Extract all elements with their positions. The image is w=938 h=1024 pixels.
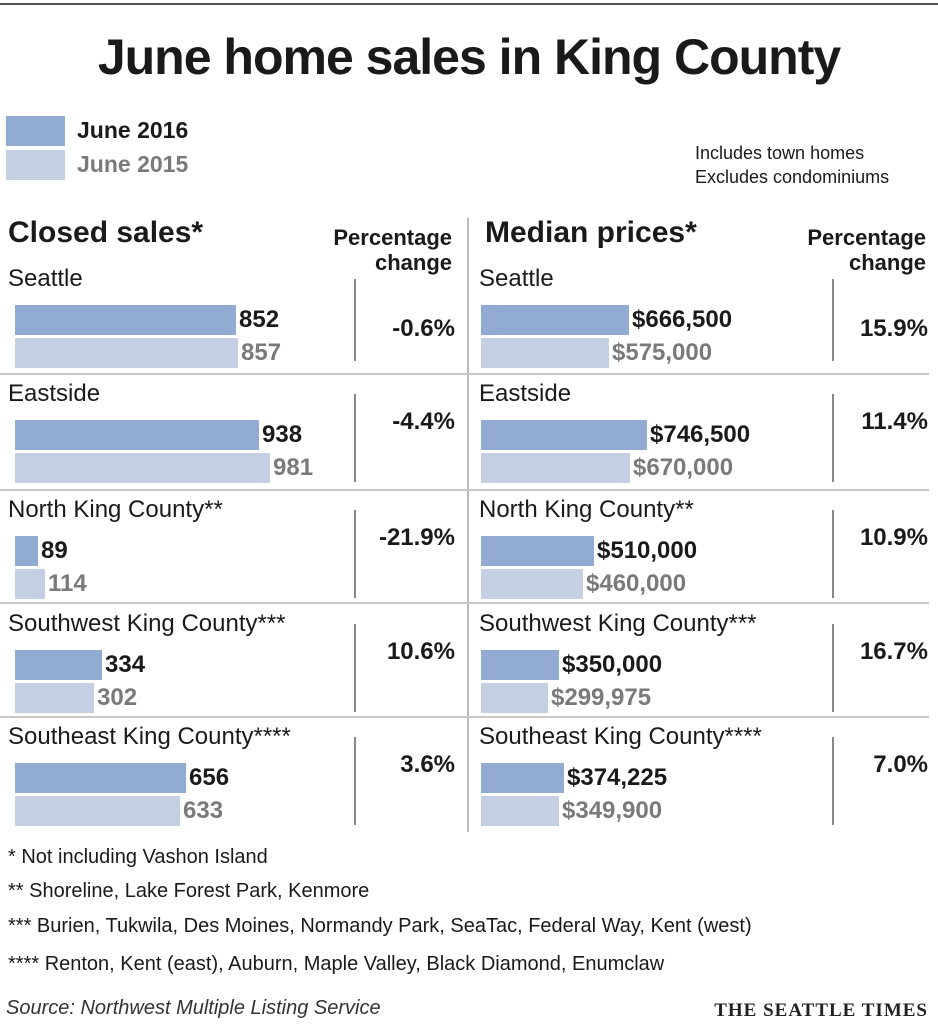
median-price-pct-divider xyxy=(832,394,834,482)
pct-header-left: Percentage change xyxy=(333,225,452,275)
note-excludes: Excludes condominiums xyxy=(695,167,890,187)
closed-sales-pct-divider xyxy=(354,737,356,825)
pct-header-line1: Percentage xyxy=(333,225,452,250)
median-price-pct-divider xyxy=(832,737,834,825)
median-price-value-2016: $350,000 xyxy=(562,651,663,678)
closed-sales-value-2015: 114 xyxy=(48,570,87,597)
row-separator xyxy=(0,489,929,491)
median-price-value-2015: $349,900 xyxy=(562,797,663,824)
median-price-pct-divider xyxy=(832,510,834,598)
closed-sales-pct-divider xyxy=(354,394,356,482)
median-price-row-label: Southwest King County*** xyxy=(479,610,757,637)
chart-title: June home sales in King County xyxy=(97,29,841,85)
closed-sales-bar-2015 xyxy=(15,338,238,368)
row-separator xyxy=(0,373,929,375)
pct-header-right: Percentage change xyxy=(807,225,926,275)
median-price-bar-2015 xyxy=(481,338,609,368)
note-includes: Includes town homes xyxy=(695,143,865,163)
median-price-bar-2015 xyxy=(481,453,630,483)
median-price-value-2015: $670,000 xyxy=(633,454,734,481)
median-price-bar-2016 xyxy=(481,763,564,793)
median-price-row-label: Eastside xyxy=(479,380,572,407)
legend-label-2015: June 2015 xyxy=(77,151,189,177)
closed-sales-bar-2016 xyxy=(15,536,38,566)
closed-sales-value-2016: 89 xyxy=(41,537,68,564)
closed-sales-row-label: Eastside xyxy=(8,380,101,407)
closed-sales-bar-2015 xyxy=(15,453,270,483)
median-price-bar-2016 xyxy=(481,420,647,450)
closed-sales-pct-divider xyxy=(354,510,356,598)
closed-sales-bar-2016 xyxy=(15,420,259,450)
median-price-value-2016: $374,225 xyxy=(567,764,668,791)
median-price-value-2016: $666,500 xyxy=(632,306,733,333)
publisher-logo: THE SEATTLE TIMES xyxy=(714,1000,928,1021)
closed-sales-bar-2015 xyxy=(15,569,45,599)
closed-sales-pct-change: 10.6% xyxy=(386,638,455,665)
median-price-pct-change: 15.9% xyxy=(859,315,928,342)
median-price-value-2016: $510,000 xyxy=(597,537,698,564)
median-price-bar-2016 xyxy=(481,650,559,680)
median-price-pct-divider xyxy=(832,279,834,361)
pct-header-line1: Percentage xyxy=(807,225,926,250)
pct-header-line2: change xyxy=(848,250,926,275)
median-price-value-2015: $575,000 xyxy=(612,339,713,366)
median-price-value-2015: $460,000 xyxy=(586,570,687,597)
median-price-row-label: Seattle xyxy=(479,265,554,292)
footnote-2: ** Shoreline, Lake Forest Park, Kenmore xyxy=(8,880,370,902)
closed-sales-bar-2016 xyxy=(15,763,186,793)
panel-title-closed-sales: Closed sales* xyxy=(8,216,204,249)
source-credit: Source: Northwest Multiple Listing Servi… xyxy=(6,997,381,1019)
closed-sales-bar-2015 xyxy=(15,683,94,713)
legend-swatch-2016 xyxy=(6,116,65,146)
footnote-1: * Not including Vashon Island xyxy=(8,846,268,868)
top-rule xyxy=(0,3,938,5)
closed-sales-value-2016: 334 xyxy=(105,651,146,678)
closed-sales-pct-change: 3.6% xyxy=(400,751,455,778)
closed-sales-pct-divider xyxy=(354,624,356,712)
legend-swatch-2015 xyxy=(6,150,65,180)
median-price-value-2015: $299,975 xyxy=(551,684,652,711)
median-price-bar-2016 xyxy=(481,305,629,335)
median-price-pct-change: 11.4% xyxy=(861,408,928,435)
footnote-3: *** Burien, Tukwila, Des Moines, Normand… xyxy=(8,915,752,937)
median-price-pct-change: 10.9% xyxy=(859,524,928,551)
closed-sales-value-2015: 633 xyxy=(183,797,224,824)
panel-title-median-prices: Median prices* xyxy=(485,216,697,249)
row-separator xyxy=(0,602,929,604)
closed-sales-bar-2016 xyxy=(15,650,102,680)
median-price-pct-divider xyxy=(832,624,834,712)
closed-sales-pct-divider xyxy=(354,279,356,361)
median-price-bar-2015 xyxy=(481,683,548,713)
closed-sales-value-2015: 302 xyxy=(97,684,138,711)
footnote-4: **** Renton, Kent (east), Auburn, Maple … xyxy=(8,953,665,975)
closed-sales-pct-change: -0.6% xyxy=(392,315,455,342)
closed-sales-value-2015: 981 xyxy=(273,454,314,481)
closed-sales-value-2016: 938 xyxy=(262,421,303,448)
panel-divider xyxy=(467,218,469,832)
closed-sales-row-label: North King County** xyxy=(8,496,223,523)
closed-sales-value-2015: 857 xyxy=(241,339,282,366)
row-separator xyxy=(0,716,929,718)
closed-sales-bar-2016 xyxy=(15,305,236,335)
median-price-bar-2015 xyxy=(481,796,559,826)
closed-sales-pct-change: -4.4% xyxy=(392,408,455,435)
closed-sales-row-label: Seattle xyxy=(8,265,83,292)
closed-sales-bar-2015 xyxy=(15,796,180,826)
median-price-pct-change: 7.0% xyxy=(873,751,928,778)
closed-sales-value-2016: 656 xyxy=(189,764,230,791)
median-price-bar-2015 xyxy=(481,569,583,599)
closed-sales-row-label: Southeast King County**** xyxy=(8,723,291,750)
closed-sales-pct-change: -21.9% xyxy=(378,524,455,551)
closed-sales-value-2016: 852 xyxy=(239,306,280,333)
median-price-bar-2016 xyxy=(481,536,594,566)
median-price-row-label: North King County** xyxy=(479,496,694,523)
legend-label-2016: June 2016 xyxy=(77,117,189,143)
closed-sales-row-label: Southwest King County*** xyxy=(8,610,286,637)
median-price-value-2016: $746,500 xyxy=(650,421,751,448)
median-price-pct-change: 16.7% xyxy=(859,638,928,665)
median-price-row-label: Southeast King County**** xyxy=(479,723,762,750)
pct-header-line2: change xyxy=(374,250,452,275)
